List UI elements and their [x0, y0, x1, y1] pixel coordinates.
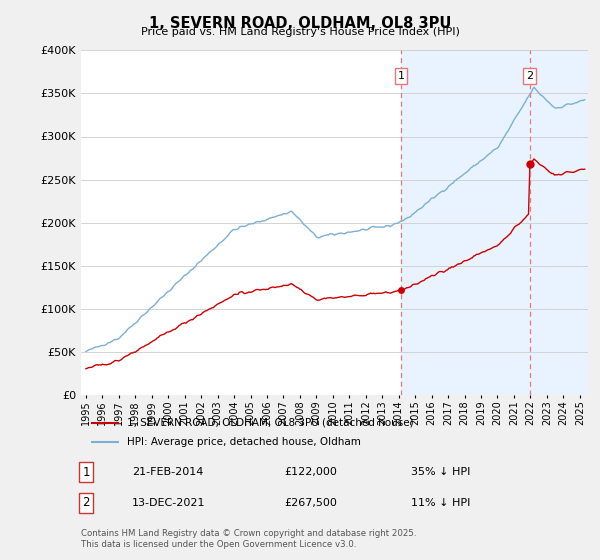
Text: 13-DEC-2021: 13-DEC-2021: [132, 498, 205, 508]
Text: 11% ↓ HPI: 11% ↓ HPI: [410, 498, 470, 508]
Text: Price paid vs. HM Land Registry's House Price Index (HPI): Price paid vs. HM Land Registry's House …: [140, 27, 460, 37]
Bar: [401, 50, 600, 395]
Text: £267,500: £267,500: [284, 498, 337, 508]
Text: HPI: Average price, detached house, Oldham: HPI: Average price, detached house, Oldh…: [127, 437, 361, 447]
Text: 2: 2: [82, 497, 90, 510]
Text: 1, SEVERN ROAD, OLDHAM, OL8 3PU (detached house): 1, SEVERN ROAD, OLDHAM, OL8 3PU (detache…: [127, 418, 413, 428]
Text: Contains HM Land Registry data © Crown copyright and database right 2025.
This d: Contains HM Land Registry data © Crown c…: [81, 529, 416, 549]
Text: 35% ↓ HPI: 35% ↓ HPI: [410, 467, 470, 477]
Text: 1, SEVERN ROAD, OLDHAM, OL8 3PU: 1, SEVERN ROAD, OLDHAM, OL8 3PU: [149, 16, 451, 31]
Text: 21-FEB-2014: 21-FEB-2014: [132, 467, 203, 477]
Text: £122,000: £122,000: [284, 467, 337, 477]
Text: 1: 1: [82, 465, 90, 479]
Text: 2: 2: [526, 71, 533, 81]
Text: 1: 1: [397, 71, 404, 81]
